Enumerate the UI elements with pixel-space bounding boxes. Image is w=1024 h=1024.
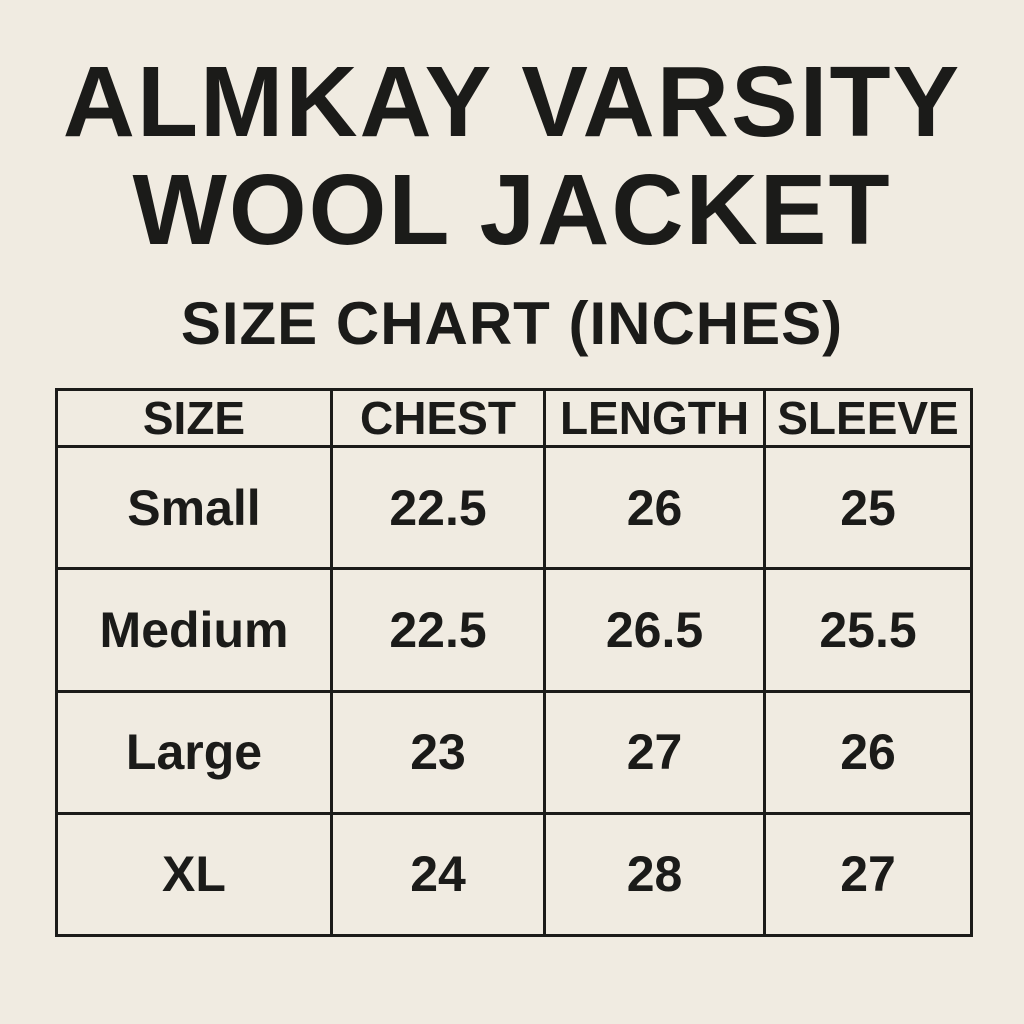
header-size: SIZE <box>55 388 333 448</box>
header-chest: CHEST <box>330 388 546 448</box>
cell-length: 26 <box>543 444 766 571</box>
cell-length: 26.5 <box>543 567 766 693</box>
header-row: SIZE CHEST LENGTH SLEEVE <box>55 388 973 448</box>
cell-size: Small <box>55 444 333 571</box>
title-line-2: WOOL JACKET <box>132 154 892 266</box>
table-row: Small 22.5 26 25 <box>55 444 973 571</box>
cell-sleeve: 25.5 <box>763 567 973 693</box>
cell-size: Medium <box>55 567 333 693</box>
cell-sleeve: 26 <box>763 689 973 815</box>
cell-size: XL <box>55 811 333 938</box>
size-chart-table: SIZE CHEST LENGTH SLEEVE Small 22.5 26 2… <box>55 388 973 938</box>
table-row: XL 24 28 27 <box>55 811 973 938</box>
header-length: LENGTH <box>543 388 766 448</box>
table-row: Medium 22.5 26.5 25.5 <box>55 567 973 693</box>
table-row: Large 23 27 26 <box>55 689 973 815</box>
cell-size: Large <box>55 689 333 815</box>
cell-sleeve: 27 <box>763 811 973 938</box>
cell-chest: 22.5 <box>330 567 546 693</box>
subtitle: SIZE CHART (INCHES) <box>180 290 844 357</box>
cell-chest: 23 <box>330 689 546 815</box>
cell-chest: 22.5 <box>330 444 546 571</box>
header-sleeve: SLEEVE <box>763 388 973 448</box>
cell-length: 28 <box>543 811 766 938</box>
title-line-1: ALMKAY VARSITY <box>62 46 962 158</box>
cell-length: 27 <box>543 689 766 815</box>
cell-sleeve: 25 <box>763 444 973 571</box>
cell-chest: 24 <box>330 811 546 938</box>
